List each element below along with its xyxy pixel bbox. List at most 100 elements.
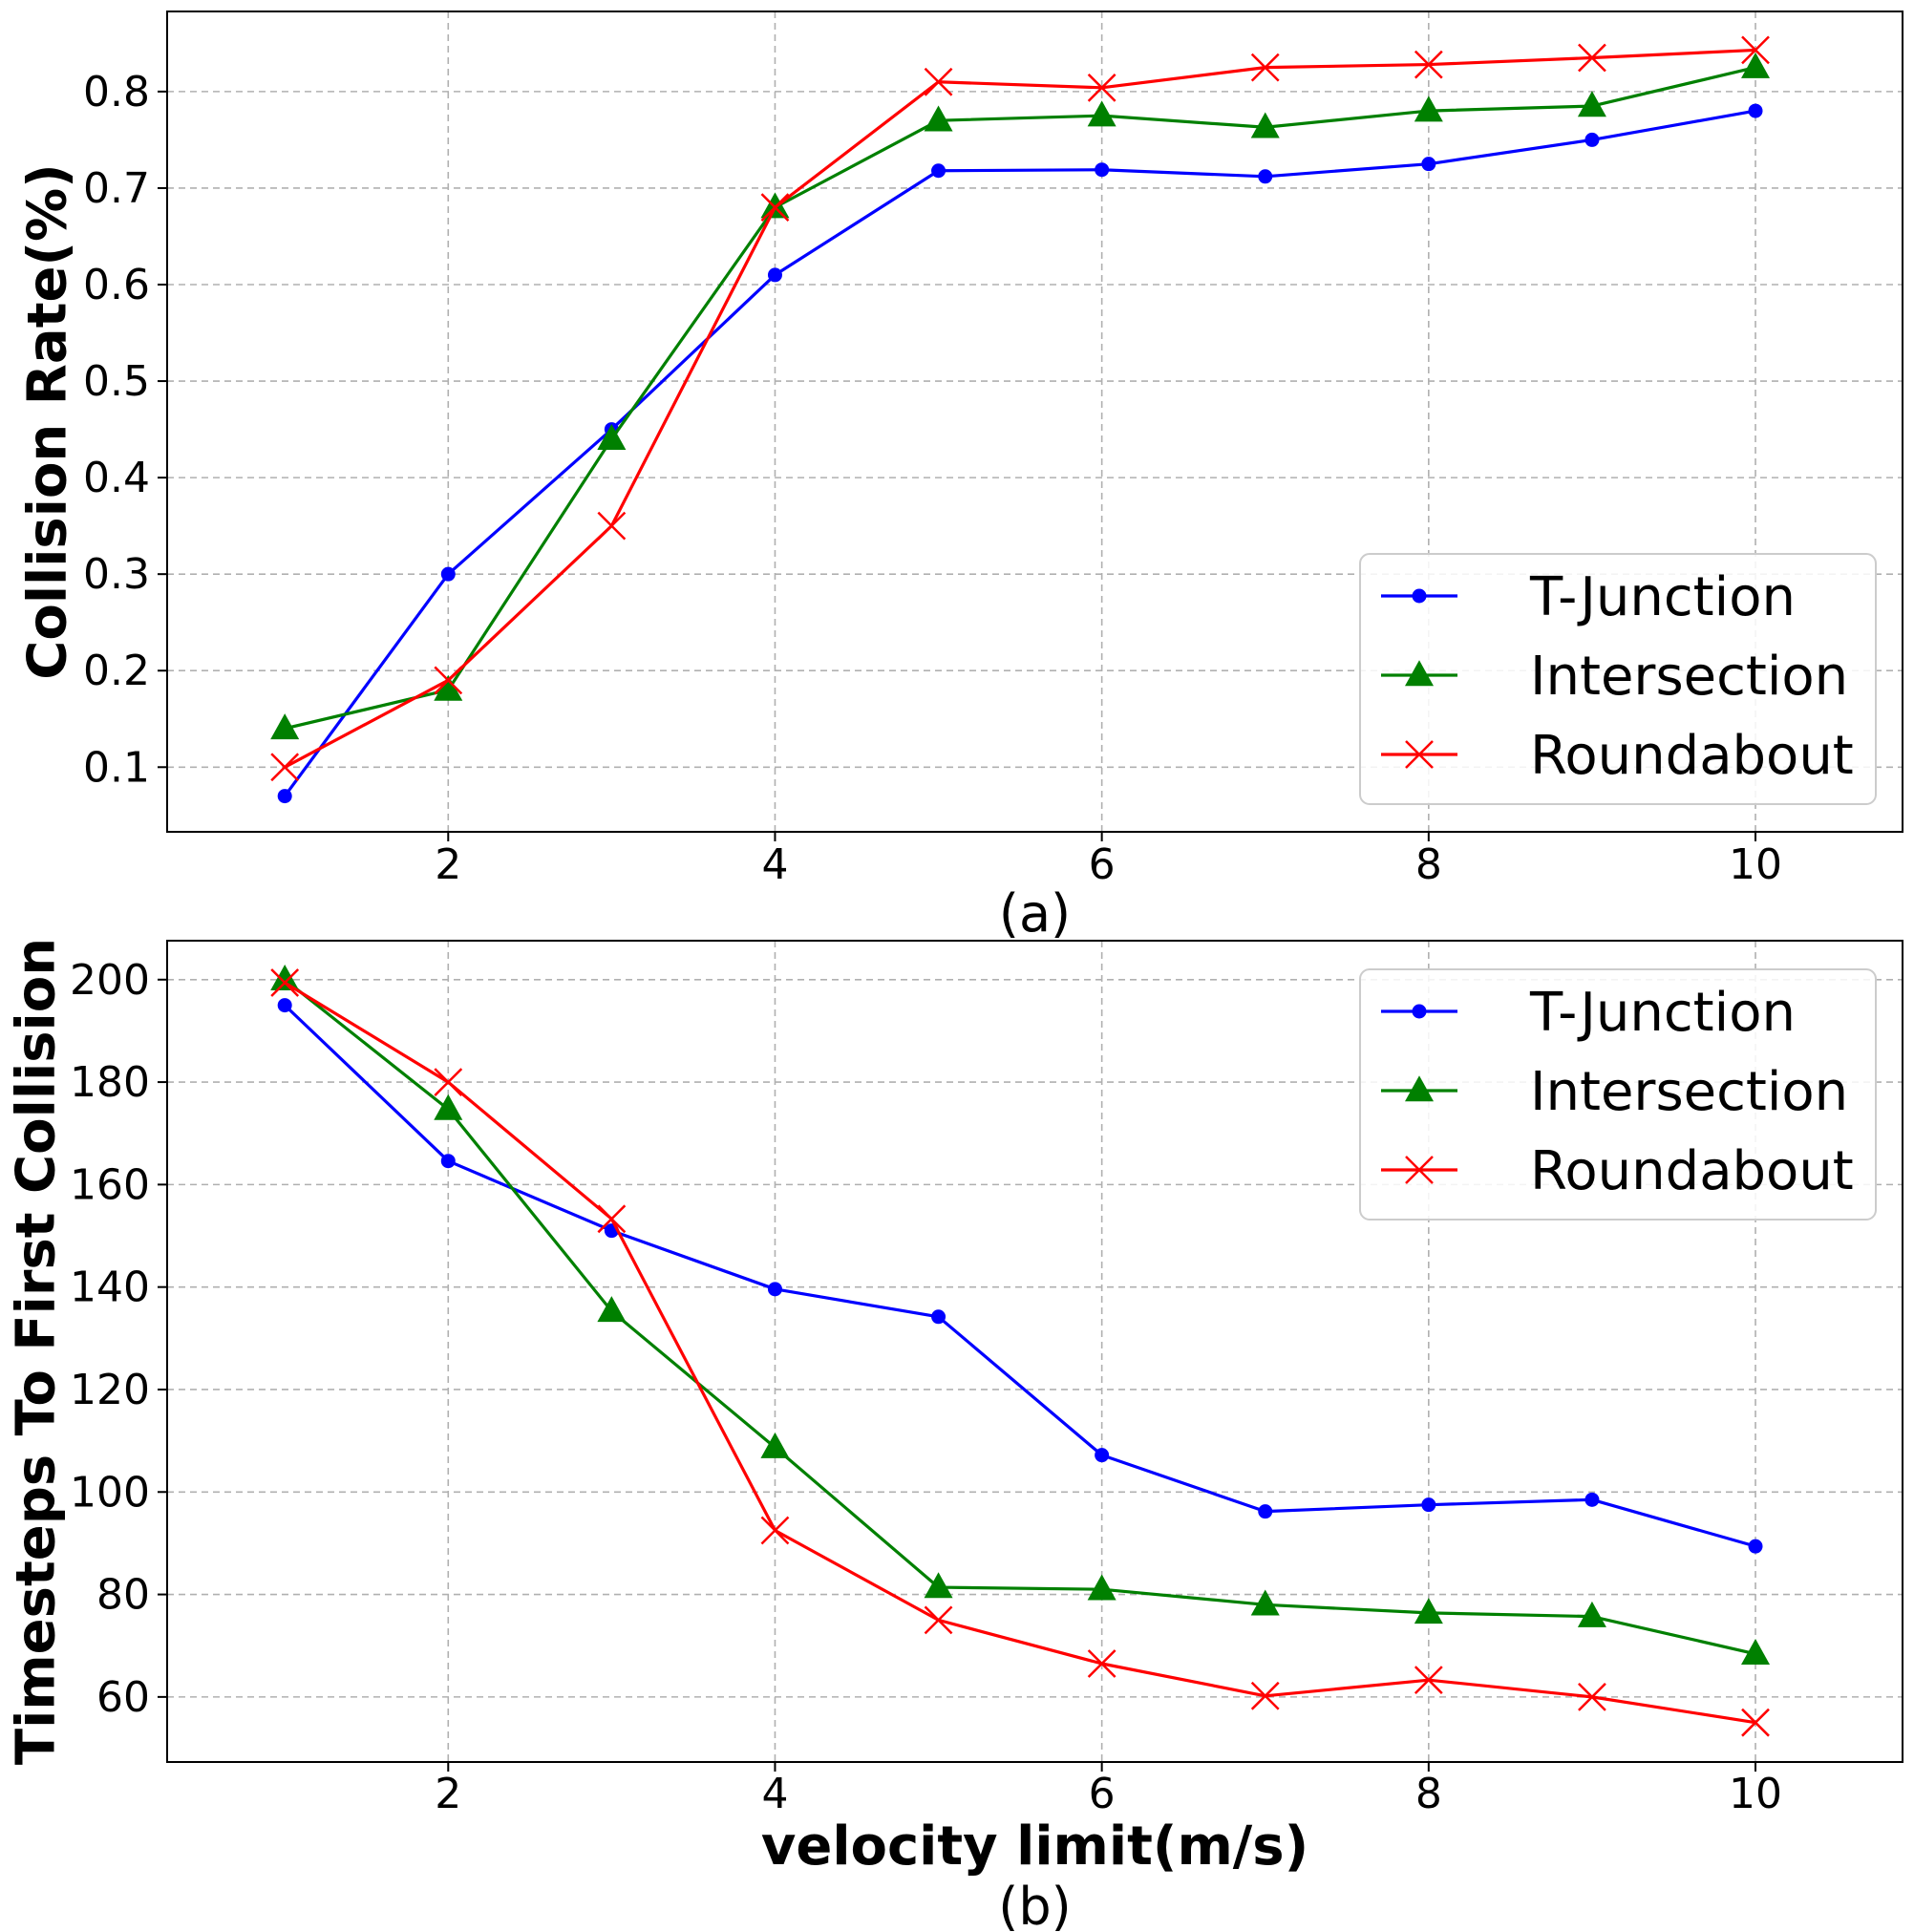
series-roundabout (270, 35, 1770, 782)
data-point-t-junction (1258, 1504, 1273, 1519)
data-point-roundabout (1741, 1708, 1770, 1737)
data-point-intersection (597, 423, 627, 450)
y-tick-label: 180 (70, 1058, 150, 1107)
data-point-roundabout (1578, 43, 1606, 73)
series-line-intersection (284, 66, 1756, 731)
data-point-roundabout (1578, 1682, 1606, 1711)
data-point-intersection (924, 105, 953, 132)
data-point-t-junction (1748, 1539, 1763, 1554)
series-line-intersection (284, 978, 1756, 1656)
y-tick-label: 100 (70, 1468, 150, 1517)
series-intersection (270, 52, 1771, 740)
data-point-intersection (1577, 1601, 1606, 1627)
legend-marker (1405, 1075, 1434, 1102)
data-point-intersection (1250, 112, 1280, 138)
legend-entry-intersection: Intersection (1381, 646, 1848, 708)
y-tick-label: 0.7 (83, 164, 150, 213)
x-tick-label: 4 (761, 1770, 788, 1818)
data-point-t-junction (1258, 169, 1273, 184)
y-tick-label: 0.4 (83, 454, 150, 502)
data-point-roundabout (924, 67, 953, 96)
data-point-intersection (1087, 1574, 1116, 1601)
legend: T-Junction Intersection Roundabout (1359, 553, 1877, 805)
y-tick-label: 200 (70, 956, 150, 1005)
data-point-intersection (434, 674, 463, 701)
x-tick-label: 2 (435, 1770, 461, 1818)
series-t-junction (277, 998, 1763, 1554)
plot-frame (166, 940, 1903, 1763)
y-tick-label: 140 (70, 1263, 150, 1312)
x-tick-label: 6 (1089, 1770, 1116, 1818)
series-line-roundabout (284, 981, 1756, 1725)
legend-marker (1405, 660, 1434, 687)
x-tick-label: 10 (1729, 1770, 1782, 1818)
x-tick-label: 2 (435, 840, 461, 889)
data-point-roundabout (1087, 73, 1116, 102)
series-line-t-junction (284, 1004, 1756, 1548)
data-point-roundabout (924, 1605, 953, 1635)
legend-label: Roundabout (1530, 1140, 1854, 1202)
y-axis-title: Timesteps To First Collision (6, 938, 68, 1765)
data-point-intersection (1087, 100, 1116, 127)
legend-entry-roundabout: Roundabout (1381, 725, 1854, 787)
data-point-t-junction (931, 1309, 946, 1325)
y-tick-label: 0.1 (83, 743, 150, 792)
data-point-roundabout (1414, 1666, 1443, 1695)
legend-marker (1412, 588, 1427, 604)
y-tick-label: 0.6 (83, 261, 150, 309)
series-line-t-junction (283, 109, 1756, 797)
x-tick-label: 10 (1729, 840, 1782, 889)
legend-label: T-Junction (1529, 982, 1796, 1044)
data-point-t-junction (1584, 132, 1600, 147)
legend-marker (1405, 740, 1434, 769)
data-point-intersection (1414, 1598, 1443, 1624)
data-point-roundabout (270, 753, 300, 782)
data-point-t-junction (1095, 162, 1110, 178)
data-point-roundabout (760, 193, 790, 223)
data-point-intersection (1414, 96, 1443, 122)
y-tick-label: 60 (96, 1673, 150, 1722)
data-point-intersection (760, 1432, 790, 1458)
data-point-roundabout (434, 666, 463, 695)
plot-frame (166, 11, 1903, 833)
panel-caption: (a) (999, 883, 1071, 944)
legend-marker (1412, 1004, 1427, 1019)
data-point-roundabout (1250, 1681, 1280, 1710)
data-point-intersection (1741, 52, 1771, 78)
series-line-roundabout (284, 48, 1756, 769)
legend-box (1359, 968, 1877, 1221)
data-point-intersection (597, 1296, 627, 1323)
data-point-intersection (760, 192, 790, 219)
legend-label: Intersection (1530, 646, 1848, 708)
data-point-t-junction (277, 998, 292, 1013)
y-tick-label: 0.2 (83, 647, 150, 695)
x-axis-title: velocity limit(m/s) (761, 1815, 1308, 1878)
legend-label: T-Junction (1529, 566, 1796, 628)
data-point-roundabout (1250, 53, 1280, 82)
data-point-roundabout (597, 1204, 627, 1234)
data-point-intersection (924, 1572, 953, 1599)
data-point-t-junction (1421, 1497, 1436, 1513)
series-intersection (270, 965, 1771, 1666)
legend-entry-intersection: Intersection (1381, 1061, 1848, 1123)
y-tick-label: 120 (70, 1366, 150, 1414)
data-point-t-junction (440, 566, 456, 582)
data-point-intersection (270, 965, 300, 991)
legend-label: Intersection (1530, 1061, 1848, 1123)
chart-panel-a: 2 4 6 8 10 0.1 0.2 0.3 0.4 0.5 0.6 0.7 0.8Collision … (17, 11, 1903, 944)
x-tick-label: 8 (1415, 840, 1442, 889)
data-point-t-junction (931, 163, 946, 179)
x-tick-label: 4 (761, 840, 788, 889)
legend-box (1359, 553, 1877, 805)
data-point-t-junction (1584, 1492, 1600, 1507)
data-point-intersection (434, 1093, 463, 1120)
series-t-junction (277, 103, 1763, 804)
x-tick-label: 6 (1089, 840, 1116, 889)
y-tick-label: 160 (70, 1160, 150, 1209)
data-point-t-junction (440, 1154, 456, 1169)
x-tick-label: 8 (1415, 1770, 1442, 1818)
data-point-t-junction (1095, 1448, 1110, 1463)
data-point-intersection (1577, 91, 1606, 117)
legend-entry-t-junction: T-Junction (1381, 566, 1796, 628)
data-point-intersection (1741, 1639, 1771, 1666)
